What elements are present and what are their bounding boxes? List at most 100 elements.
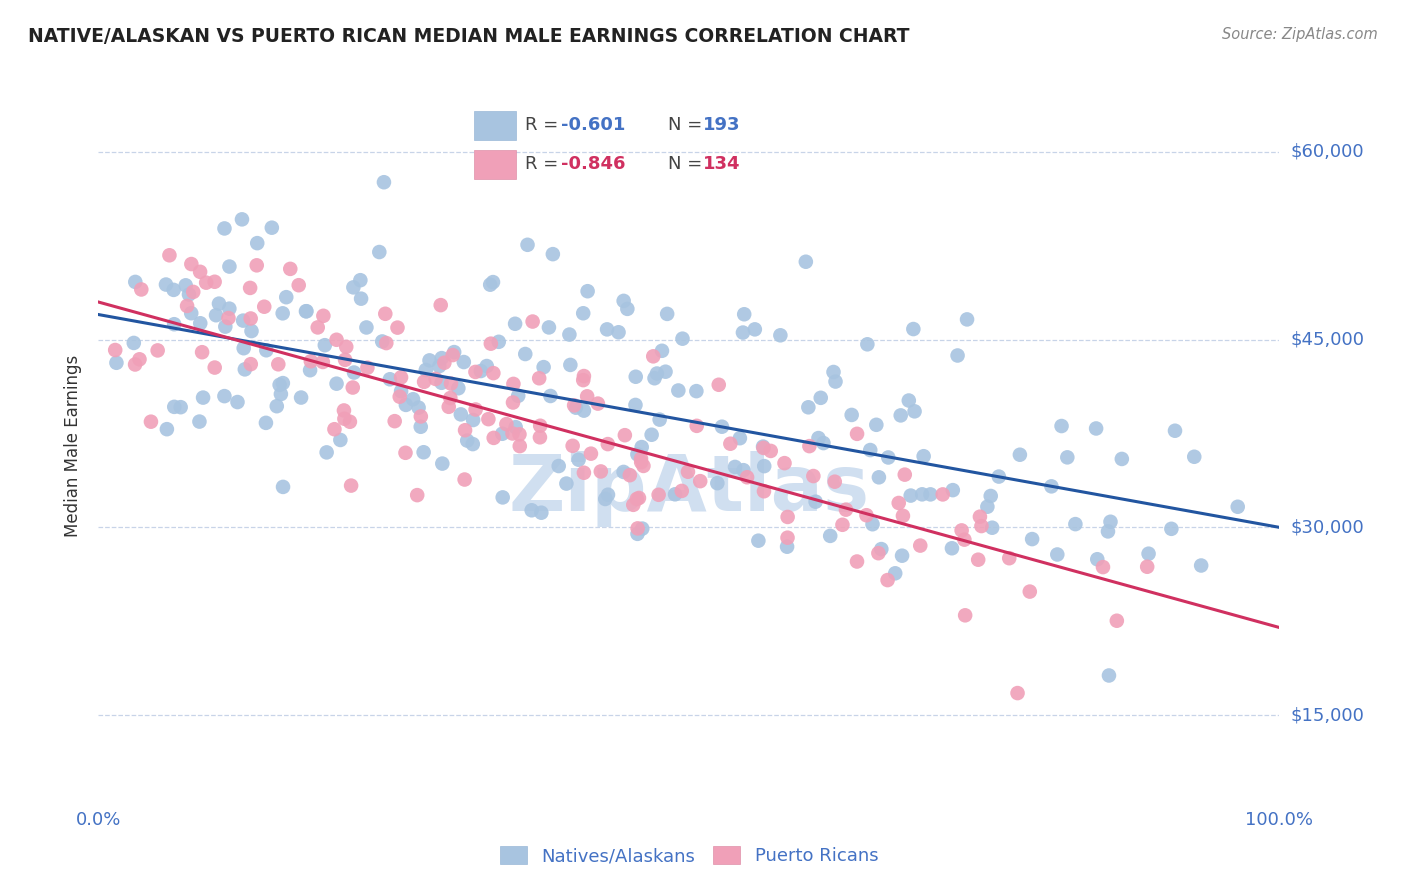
Point: [395, 398, 418, 412]
Point: [630, 440, 652, 454]
Point: [371, 334, 394, 349]
Point: [846, 426, 869, 441]
Point: [226, 395, 249, 409]
Point: [159, 248, 181, 262]
Point: [630, 455, 652, 469]
Point: [1182, 450, 1205, 464]
Point: [776, 510, 799, 524]
Point: [267, 357, 290, 371]
Point: [441, 348, 464, 362]
Point: [1040, 479, 1063, 493]
Point: [146, 343, 169, 358]
Point: [728, 431, 751, 445]
Point: [522, 314, 544, 328]
Point: [266, 399, 288, 413]
Point: [323, 422, 346, 436]
Point: [1056, 450, 1078, 465]
Point: [841, 408, 863, 422]
Point: [122, 335, 145, 350]
Point: [1021, 532, 1043, 546]
Point: [651, 343, 673, 358]
Point: [733, 463, 755, 477]
Point: [576, 284, 599, 298]
Point: [409, 409, 432, 424]
Point: [520, 503, 543, 517]
Point: [856, 337, 879, 351]
Point: [626, 491, 648, 506]
Point: [541, 247, 564, 261]
Point: [572, 369, 595, 384]
Point: [163, 400, 186, 414]
Point: [633, 458, 655, 473]
Point: [624, 398, 647, 412]
Text: R =: R =: [526, 155, 564, 173]
Point: [156, 422, 179, 436]
Point: [128, 352, 150, 367]
Point: [387, 320, 409, 334]
Point: [503, 317, 526, 331]
Point: [260, 220, 283, 235]
Point: [180, 257, 202, 271]
Point: [1091, 560, 1114, 574]
Point: [214, 389, 236, 403]
Point: [644, 371, 666, 385]
Point: [271, 306, 294, 320]
Point: [613, 465, 636, 479]
Point: [932, 487, 955, 501]
Point: [718, 436, 741, 450]
Point: [666, 384, 689, 398]
Point: [314, 338, 336, 352]
Point: [657, 307, 679, 321]
Point: [1226, 500, 1249, 514]
Point: [912, 449, 935, 463]
Point: [818, 529, 841, 543]
Point: [205, 308, 228, 322]
Point: [333, 352, 356, 367]
Point: [389, 370, 412, 384]
Point: [981, 521, 1004, 535]
Point: [350, 292, 373, 306]
Point: [799, 439, 821, 453]
Point: [176, 299, 198, 313]
Point: [105, 356, 128, 370]
Bar: [474, 111, 516, 140]
Text: R =: R =: [526, 117, 564, 135]
Point: [340, 478, 363, 492]
Point: [374, 307, 396, 321]
Point: [846, 554, 869, 568]
Point: [648, 412, 671, 426]
Text: N =: N =: [668, 155, 707, 173]
Point: [429, 298, 451, 312]
Point: [956, 312, 979, 326]
Point: [479, 277, 502, 292]
Point: [794, 254, 817, 268]
Point: [239, 281, 262, 295]
Point: [454, 423, 477, 437]
Text: NATIVE/ALASKAN VS PUERTO RICAN MEDIAN MALE EARNINGS CORRELATION CHART: NATIVE/ALASKAN VS PUERTO RICAN MEDIAN MA…: [28, 27, 910, 45]
Point: [188, 415, 211, 429]
Point: [508, 389, 530, 403]
Point: [868, 546, 890, 560]
Point: [555, 476, 578, 491]
Point: [254, 343, 277, 358]
Point: [343, 366, 366, 380]
Point: [482, 366, 505, 380]
Point: [953, 533, 976, 547]
Point: [325, 333, 347, 347]
Point: [710, 419, 733, 434]
Text: 193: 193: [703, 117, 741, 135]
Point: [271, 480, 294, 494]
Point: [876, 573, 898, 587]
Point: [823, 365, 845, 379]
Point: [946, 349, 969, 363]
Point: [911, 487, 934, 501]
Point: [342, 380, 364, 394]
Point: [589, 465, 612, 479]
Point: [516, 237, 538, 252]
Y-axis label: Median Male Earnings: Median Male Earnings: [65, 355, 83, 537]
Point: [253, 300, 276, 314]
Point: [373, 175, 395, 189]
Point: [776, 531, 799, 545]
Point: [232, 341, 254, 355]
Point: [231, 212, 253, 227]
